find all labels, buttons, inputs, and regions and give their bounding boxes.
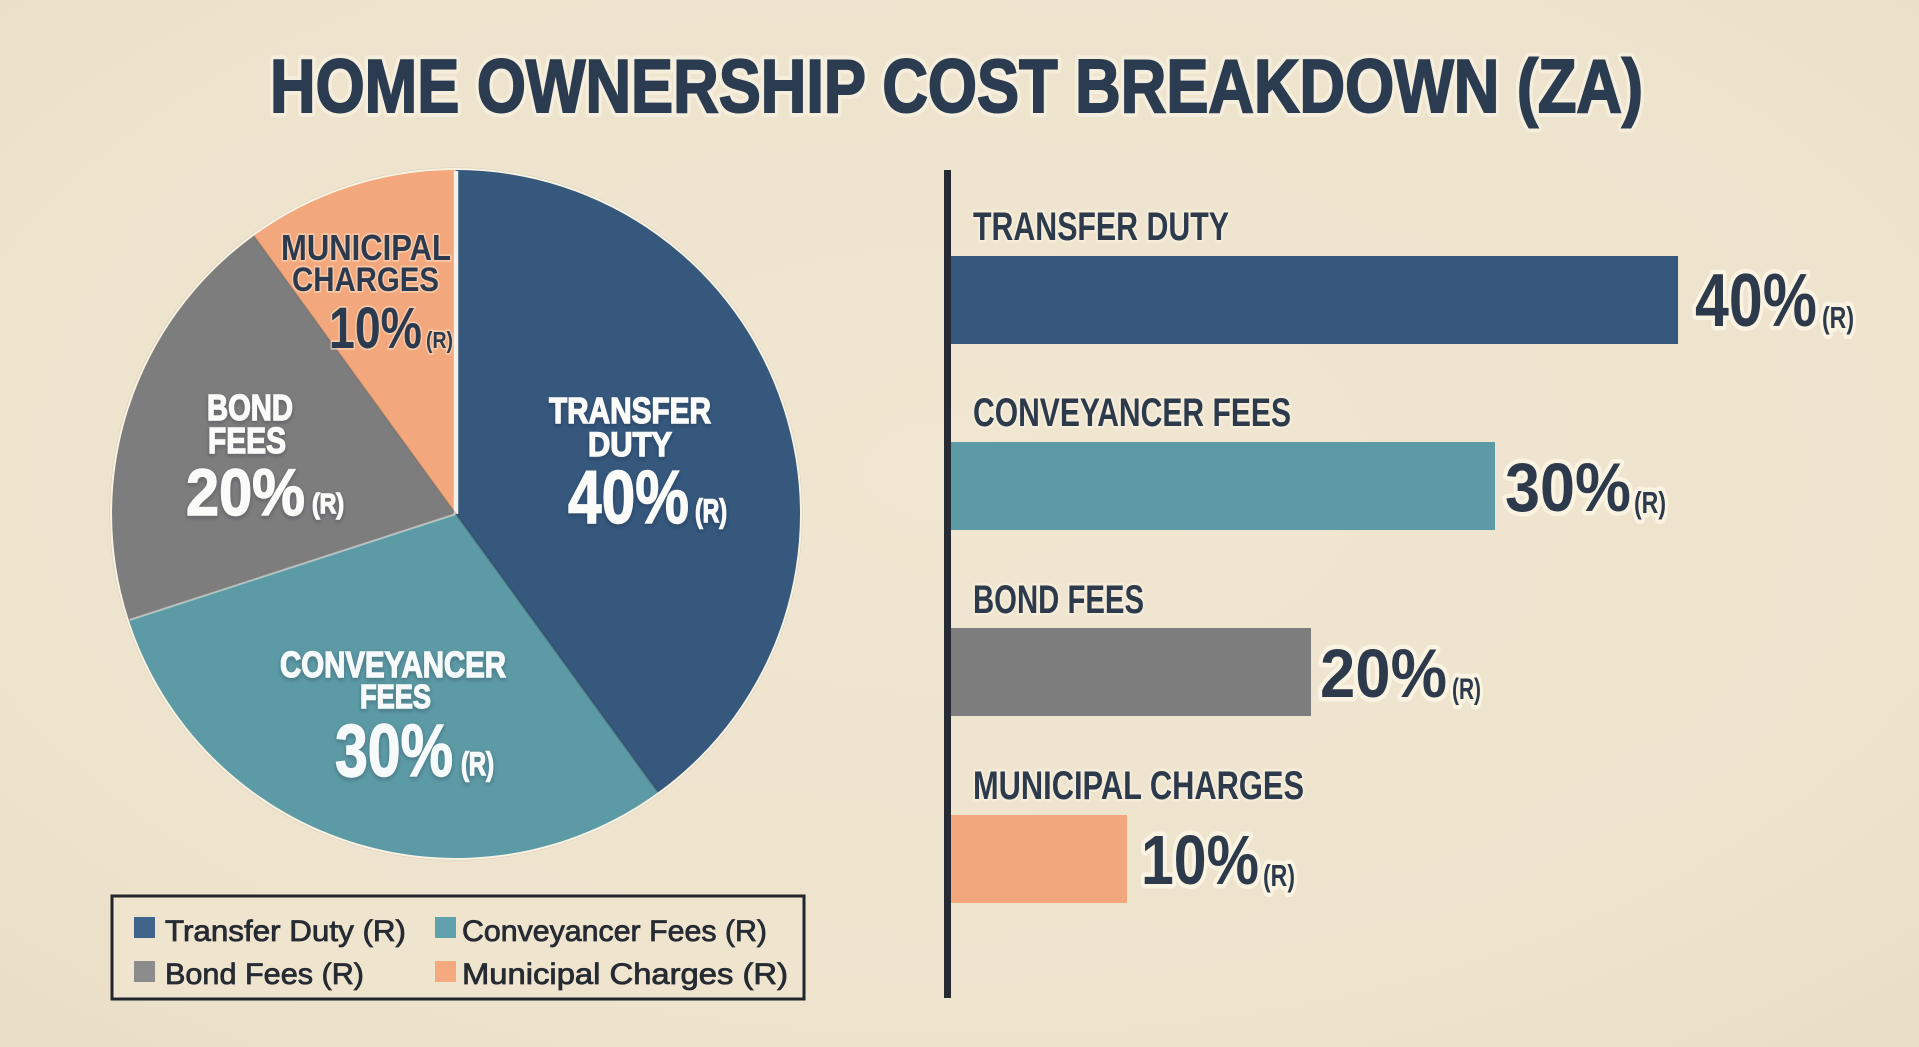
- svg-text:FEES: FEES: [360, 678, 431, 715]
- svg-text:20%: 20%: [186, 455, 305, 529]
- svg-text:10%: 10%: [1141, 821, 1259, 899]
- svg-text:CHARGES: CHARGES: [292, 261, 439, 299]
- svg-text:40%: 40%: [1695, 258, 1817, 342]
- svg-text:(R): (R): [426, 327, 453, 353]
- svg-text:Bond Fees (R): Bond Fees (R): [165, 958, 364, 991]
- svg-text:Transfer Duty (R): Transfer Duty (R): [165, 915, 406, 948]
- svg-text:DUTY: DUTY: [588, 426, 672, 464]
- svg-text:20%: 20%: [1320, 635, 1447, 712]
- svg-text:40%: 40%: [568, 455, 689, 539]
- svg-text:(R): (R): [1263, 858, 1295, 893]
- svg-text:HOME OWNERSHIP COST BREAKDOWN: HOME OWNERSHIP COST BREAKDOWN (ZA): [270, 44, 1643, 128]
- svg-text:(R): (R): [1634, 485, 1666, 520]
- svg-text:(R): (R): [461, 746, 494, 782]
- svg-text:HOME OWNERSHIP COST BREAKDOWN: HOME OWNERSHIP COST BREAKDOWN (ZA): [270, 44, 1643, 128]
- svg-text:TRANSFER: TRANSFER: [549, 390, 711, 431]
- svg-text:MUNICIPAL CHARGES: MUNICIPAL CHARGES: [973, 764, 1304, 808]
- svg-text:30%: 30%: [335, 709, 453, 792]
- svg-text:MUNICIPAL: MUNICIPAL: [281, 227, 451, 268]
- svg-text:(R): (R): [695, 493, 727, 529]
- svg-text:CONVEYANCER: CONVEYANCER: [280, 644, 506, 685]
- svg-text:(R): (R): [1822, 300, 1854, 335]
- svg-text:BOND: BOND: [207, 387, 293, 428]
- svg-text:(R): (R): [1452, 673, 1481, 706]
- svg-text:Municipal Charges (R): Municipal Charges (R): [462, 958, 788, 991]
- svg-text:BOND FEES: BOND FEES: [973, 578, 1144, 622]
- svg-text:FEES: FEES: [208, 420, 286, 461]
- svg-text:10%: 10%: [329, 296, 422, 361]
- svg-text:(R): (R): [312, 488, 344, 519]
- svg-text:CONVEYANCER FEES: CONVEYANCER FEES: [973, 391, 1291, 435]
- svg-text:TRANSFER DUTY: TRANSFER DUTY: [973, 205, 1229, 249]
- svg-text:Conveyancer Fees (R): Conveyancer Fees (R): [462, 915, 767, 948]
- svg-text:30%: 30%: [1505, 449, 1631, 526]
